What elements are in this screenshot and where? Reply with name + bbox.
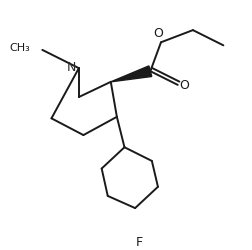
Polygon shape: [111, 67, 152, 82]
Text: O: O: [179, 79, 189, 92]
Text: F: F: [136, 234, 143, 248]
Text: N: N: [67, 60, 76, 73]
Text: CH₃: CH₃: [9, 43, 30, 53]
Text: O: O: [153, 27, 163, 40]
